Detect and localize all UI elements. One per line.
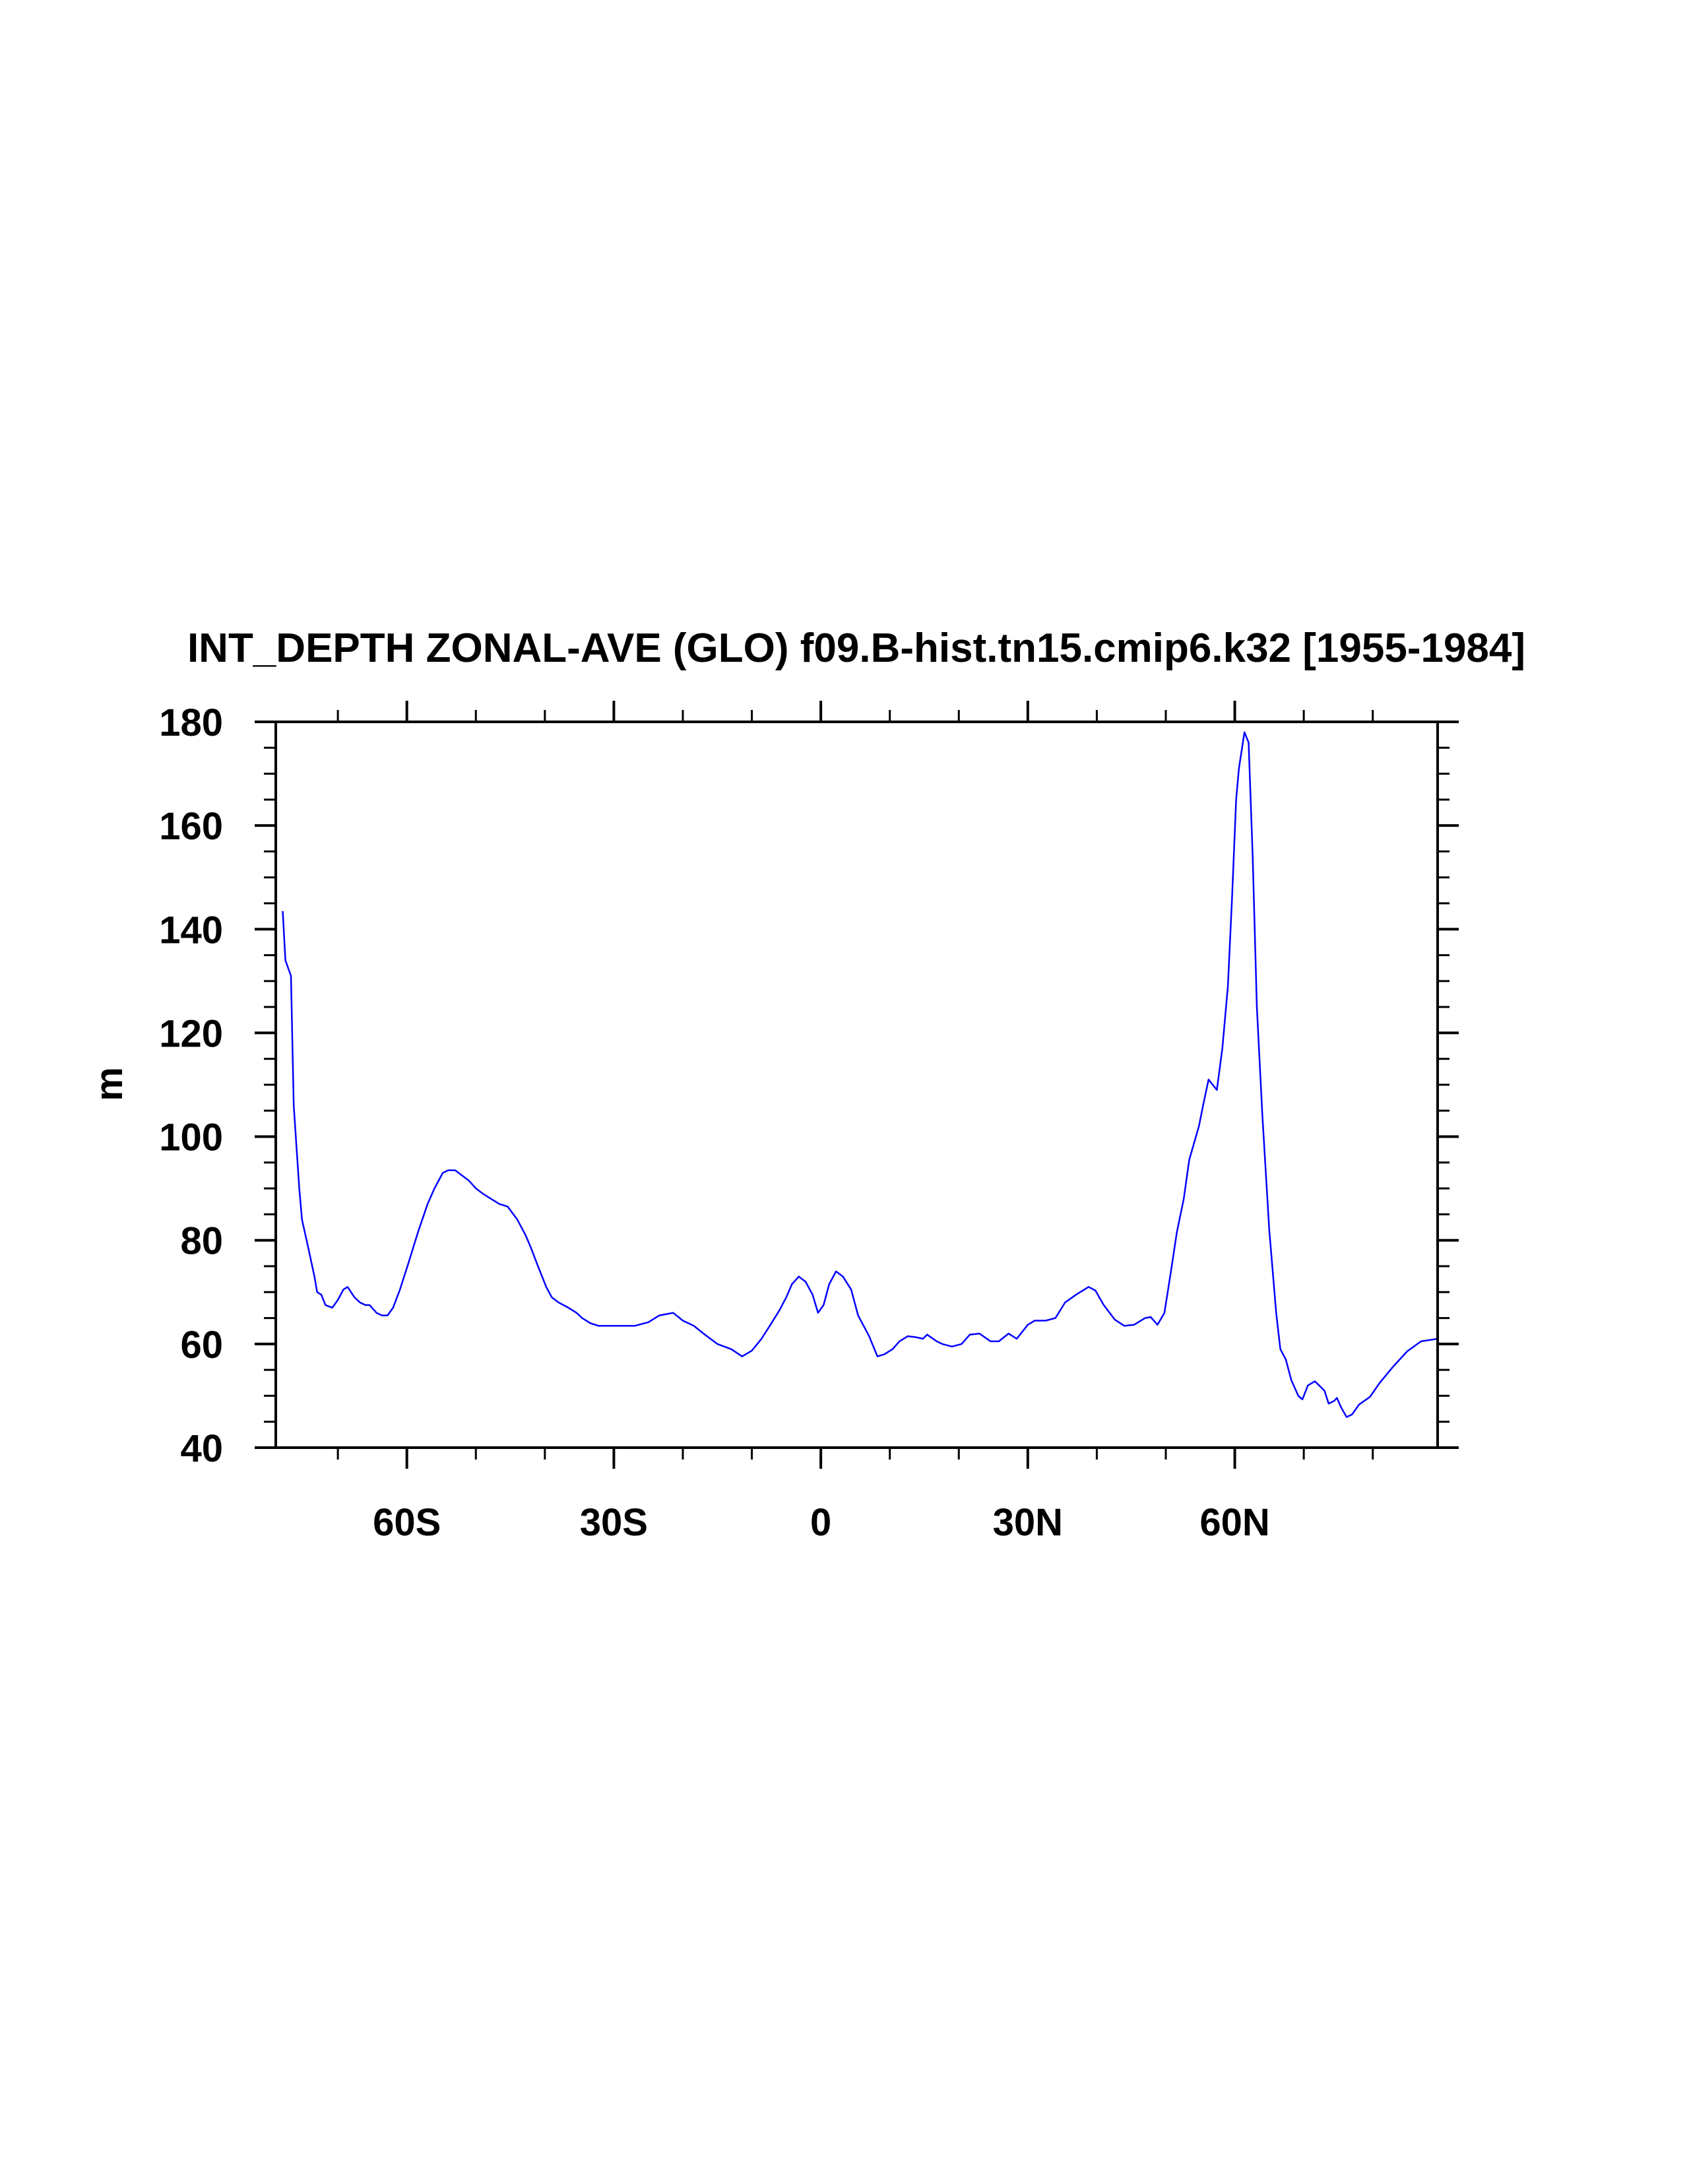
x-tick-label: 0 [810, 1501, 831, 1544]
y-tick-label: 140 [159, 909, 223, 951]
y-tick-label: 160 [159, 805, 223, 848]
axis-ticks [255, 701, 1459, 1469]
y-axis-label: m [88, 1067, 131, 1101]
x-tick-label: 30N [993, 1501, 1063, 1544]
data-series-line [282, 731, 1438, 1418]
x-tick-label: 60N [1199, 1501, 1269, 1544]
y-tick-label: 40 [180, 1427, 223, 1470]
x-tick-label: 30S [580, 1501, 648, 1544]
y-tick-label: 100 [159, 1116, 223, 1159]
plot-frame [274, 721, 1439, 1449]
x-tick-label: 60S [373, 1501, 441, 1544]
y-tick-label: 180 [159, 701, 223, 744]
y-tick-label: 60 [180, 1324, 223, 1366]
tick-labels: 60S 30S 0 30N 60N 40 60 80 100 120 140 160 180 [159, 701, 1270, 1544]
chart-title: INT_DEPTH ZONAL-AVE (GLO) f09.B-hist.tn1… [187, 626, 1525, 671]
y-tick-label: 80 [180, 1220, 223, 1263]
y-tick-label: 120 [159, 1012, 223, 1055]
